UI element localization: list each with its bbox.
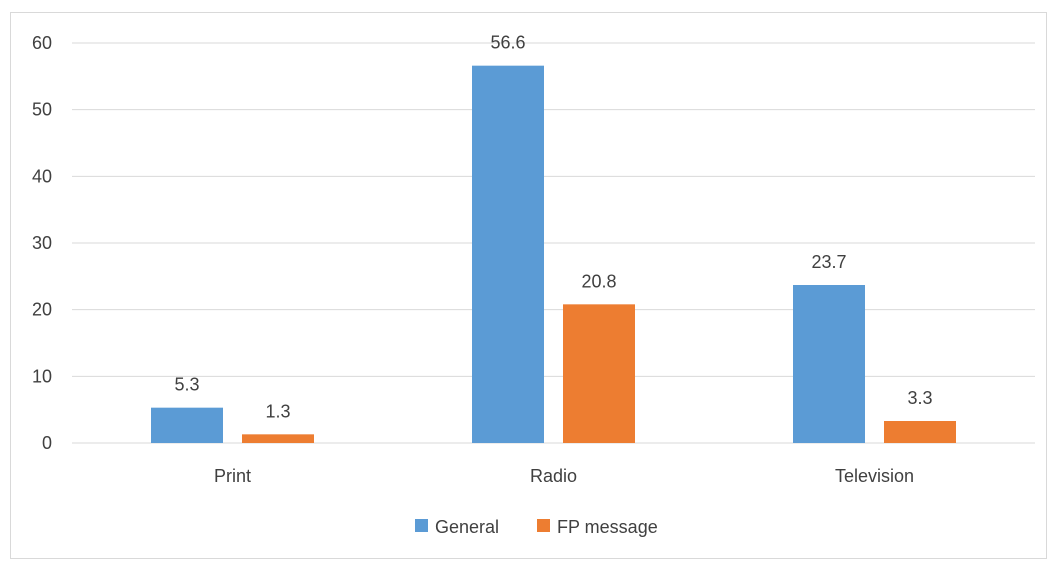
data-label: 3.3 (907, 388, 932, 408)
bar-fp-message-print (242, 434, 314, 443)
y-tick-label: 50 (32, 100, 52, 120)
x-tick-label: Radio (530, 466, 577, 486)
legend: General FP message (415, 517, 658, 537)
y-tick-label: 20 (32, 300, 52, 320)
data-label: 5.3 (174, 375, 199, 395)
y-axis-ticks: 0 10 20 30 40 50 60 (32, 33, 52, 453)
data-label: 56.6 (490, 33, 525, 53)
legend-swatch-general (415, 519, 428, 532)
y-tick-label: 30 (32, 233, 52, 253)
legend-swatch-fp-message (537, 519, 550, 532)
bar-fp-message-television (884, 421, 956, 443)
bar-general-radio (472, 65, 544, 444)
data-label: 23.7 (811, 252, 846, 272)
bars (151, 65, 956, 444)
x-axis-ticks: Print Radio Television (214, 466, 914, 486)
y-tick-label: 60 (32, 33, 52, 53)
gridlines (72, 42, 1035, 444)
legend-label: FP message (557, 517, 658, 537)
y-tick-label: 0 (42, 433, 52, 453)
legend-label: General (435, 517, 499, 537)
data-label: 1.3 (265, 401, 290, 421)
bar-fp-message-radio (563, 304, 635, 443)
data-label: 20.8 (581, 271, 616, 291)
x-tick-label: Print (214, 466, 251, 486)
y-tick-label: 10 (32, 366, 52, 386)
bar-general-print (151, 407, 223, 443)
x-tick-label: Television (835, 466, 914, 486)
y-tick-label: 40 (32, 166, 52, 186)
data-labels: 5.3 1.3 56.6 20.8 23.7 3.3 (174, 33, 932, 422)
bar-general-television (793, 285, 865, 443)
